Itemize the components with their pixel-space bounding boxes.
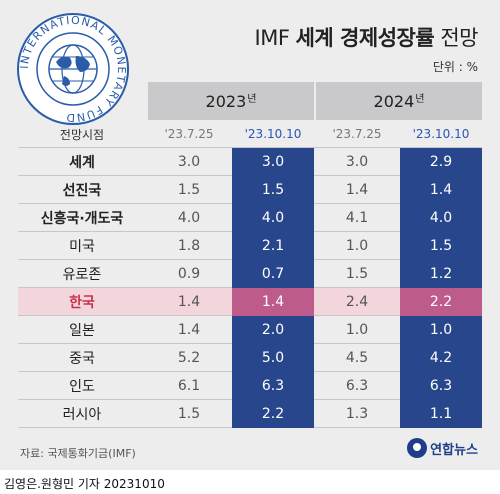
imf-seal-icon: INTERNATIONAL MONETARY FUND [17, 13, 129, 125]
value-cell: '23.7.25 [332, 127, 382, 141]
row-label: 인도 [69, 379, 95, 395]
table-row: 미국 1.8 2.1 1.0 1.5 [18, 232, 482, 260]
row-label: 선진국 [62, 183, 102, 199]
row-label: 러시아 [62, 407, 102, 423]
row-label: 신흥국·개도국 [40, 211, 124, 227]
value-cell: 1.5 [400, 232, 482, 260]
table-row: 유로존 0.9 0.7 1.5 1.2 [18, 260, 482, 288]
value-cell: 1.8 [177, 238, 201, 254]
value-cell: '23.10.10 [412, 127, 470, 141]
byline: 김영은.원형민 기자 20231010 [4, 477, 165, 491]
value-cell: 1.0 [400, 316, 482, 344]
value-cell: 2.2 [400, 288, 482, 316]
value-cell: 1.4 [400, 176, 482, 204]
value-cell: 4.1 [345, 210, 369, 226]
table-row: 일본 1.4 2.0 1.0 1.0 [18, 316, 482, 344]
table-row: 세계 3.0 3.0 3.0 2.9 [18, 148, 482, 176]
page-title: IMF 세계 경제성장률 전망 [254, 26, 479, 50]
value-cell: 0.7 [232, 260, 314, 288]
value-cell: 1.5 [232, 176, 314, 204]
infographic-card: INTERNATIONAL MONETARY FUND IMF 세계 경제성장률… [0, 0, 500, 470]
value-cell: 4.0 [400, 204, 482, 232]
value-cell: 1.5 [177, 406, 201, 422]
row-label: 한국 [69, 295, 95, 311]
value-cell: 5.0 [232, 344, 314, 372]
row-label: 전망시점 [59, 127, 105, 142]
forecast-date-row: 전망시점 '23.7.25 '23.10.10 '23.7.25 '23.10.10 [18, 120, 482, 148]
year-header-2024: 2024 년 [316, 82, 482, 120]
table-row: 선진국 1.5 1.5 1.4 1.4 [18, 176, 482, 204]
row-label: 일본 [69, 323, 95, 339]
value-cell: 1.5 [177, 182, 201, 198]
table-row: 신흥국·개도국 4.0 4.0 4.1 4.0 [18, 204, 482, 232]
value-cell: 4.0 [177, 210, 201, 226]
value-cell: 3.0 [232, 148, 314, 176]
value-cell: 6.3 [232, 372, 314, 400]
value-cell: 6.3 [400, 372, 482, 400]
table-row: 한국 1.4 1.4 2.4 2.2 [18, 288, 482, 316]
value-cell: 2.1 [232, 232, 314, 260]
row-label: 유로존 [62, 267, 102, 283]
value-cell: 1.5 [345, 266, 369, 282]
value-cell: 1.4 [177, 294, 201, 310]
row-label: 미국 [69, 239, 95, 255]
source-text: 자료: 국제통화기금(IMF) [20, 447, 136, 460]
value-cell: 0.9 [177, 266, 201, 282]
value-cell: 1.1 [400, 400, 482, 428]
value-cell: '23.10.10 [244, 127, 302, 141]
value-cell: 4.2 [400, 344, 482, 372]
unit-label: 단위 : % [432, 60, 478, 74]
year-header-2023: 2023 년 [148, 82, 314, 120]
value-cell: 1.0 [345, 322, 369, 338]
yonhap-logo: 연합뉴스 [407, 438, 478, 458]
value-cell: 4.5 [345, 350, 369, 366]
value-cell: 5.2 [177, 350, 201, 366]
yonhap-logo-icon [407, 438, 428, 458]
value-cell: 3.0 [177, 154, 201, 170]
value-cell: '23.7.25 [164, 127, 214, 141]
value-cell: 4.0 [232, 204, 314, 232]
table-row: 러시아 1.5 2.2 1.3 1.1 [18, 400, 482, 428]
value-cell: 1.4 [177, 322, 201, 338]
value-cell: 1.4 [232, 288, 314, 316]
table-row: 중국 5.2 5.0 4.5 4.2 [18, 344, 482, 372]
value-cell: 2.0 [232, 316, 314, 344]
value-cell: 2.9 [400, 148, 482, 176]
value-cell: 1.2 [400, 260, 482, 288]
value-cell: 6.1 [177, 378, 201, 394]
value-cell: 1.4 [345, 182, 369, 198]
value-cell: 2.4 [345, 294, 369, 310]
value-cell: 6.3 [345, 378, 369, 394]
value-cell: 3.0 [345, 154, 369, 170]
value-cell: 2.2 [232, 400, 314, 428]
value-cell: 1.0 [345, 238, 369, 254]
value-cell: 1.3 [345, 406, 369, 422]
table-row: 인도 6.1 6.3 6.3 6.3 [18, 372, 482, 400]
row-label: 중국 [69, 351, 95, 367]
row-label: 세계 [69, 155, 95, 171]
logo-text: 연합뉴스 [430, 442, 478, 458]
